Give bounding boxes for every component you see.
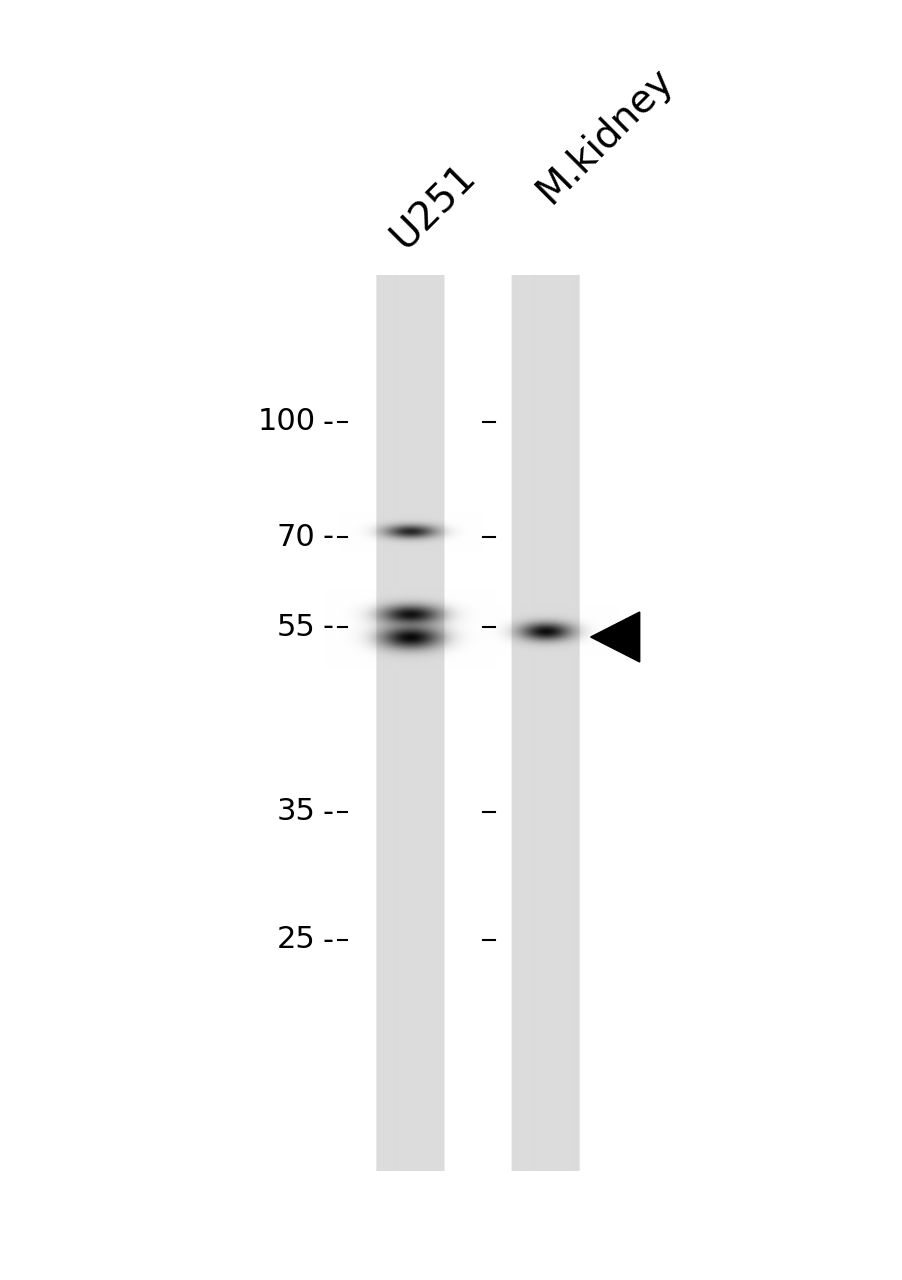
Text: 35: 35 — [276, 797, 315, 827]
Text: -: - — [322, 613, 333, 641]
Text: U251: U251 — [383, 156, 483, 256]
Text: M.kidney: M.kidney — [529, 60, 680, 211]
Polygon shape — [590, 612, 639, 662]
Text: -: - — [322, 522, 333, 552]
Text: 55: 55 — [276, 613, 315, 641]
Text: -: - — [322, 925, 333, 955]
Text: 100: 100 — [257, 407, 315, 436]
Text: -: - — [322, 797, 333, 827]
Text: 25: 25 — [276, 925, 315, 955]
Text: -: - — [322, 407, 333, 436]
Text: 70: 70 — [276, 522, 315, 552]
